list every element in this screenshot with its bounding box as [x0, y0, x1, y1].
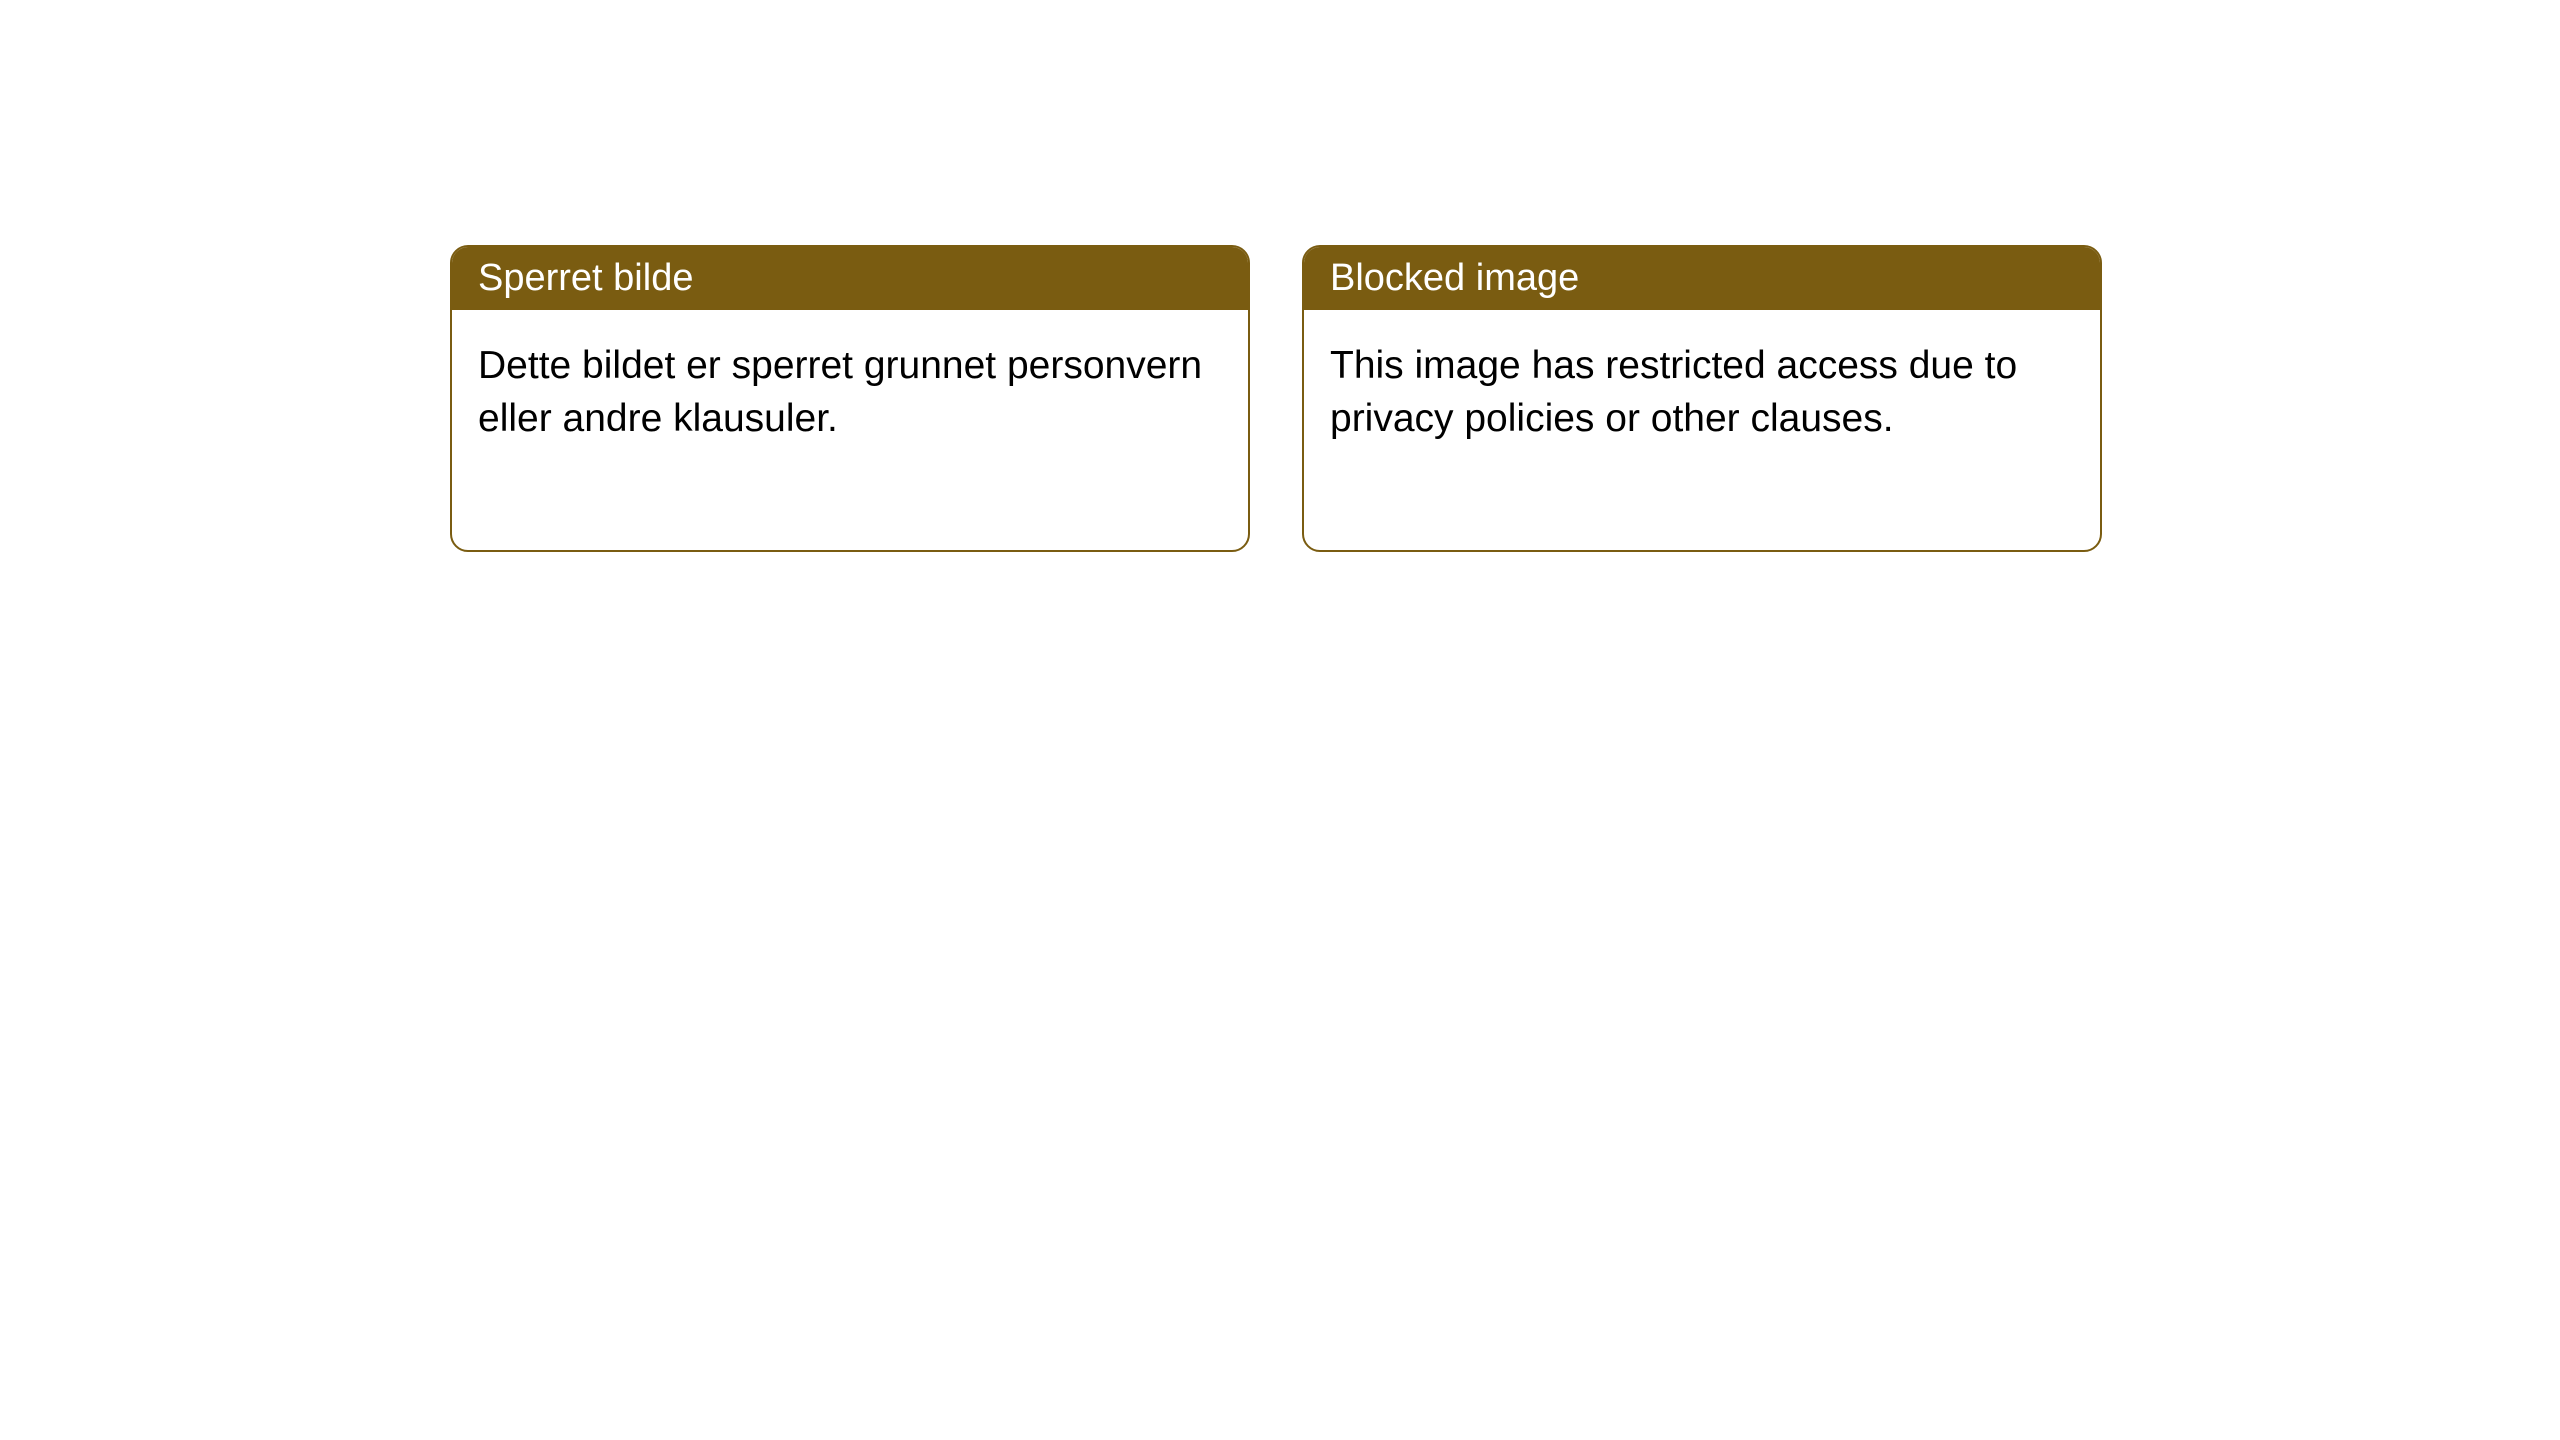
notice-body-norwegian: Dette bildet er sperret grunnet personve…	[452, 310, 1248, 550]
notice-message-norwegian: Dette bildet er sperret grunnet personve…	[478, 344, 1202, 440]
notice-title-norwegian: Sperret bilde	[478, 257, 693, 299]
notices-container: Sperret bilde Dette bildet er sperret gr…	[450, 245, 2102, 552]
notice-header-norwegian: Sperret bilde	[452, 247, 1248, 310]
notice-box-norwegian: Sperret bilde Dette bildet er sperret gr…	[450, 245, 1250, 552]
notice-body-english: This image has restricted access due to …	[1304, 310, 2100, 550]
notice-message-english: This image has restricted access due to …	[1330, 344, 2017, 440]
notice-title-english: Blocked image	[1330, 257, 1579, 299]
notice-header-english: Blocked image	[1304, 247, 2100, 310]
notice-box-english: Blocked image This image has restricted …	[1302, 245, 2102, 552]
